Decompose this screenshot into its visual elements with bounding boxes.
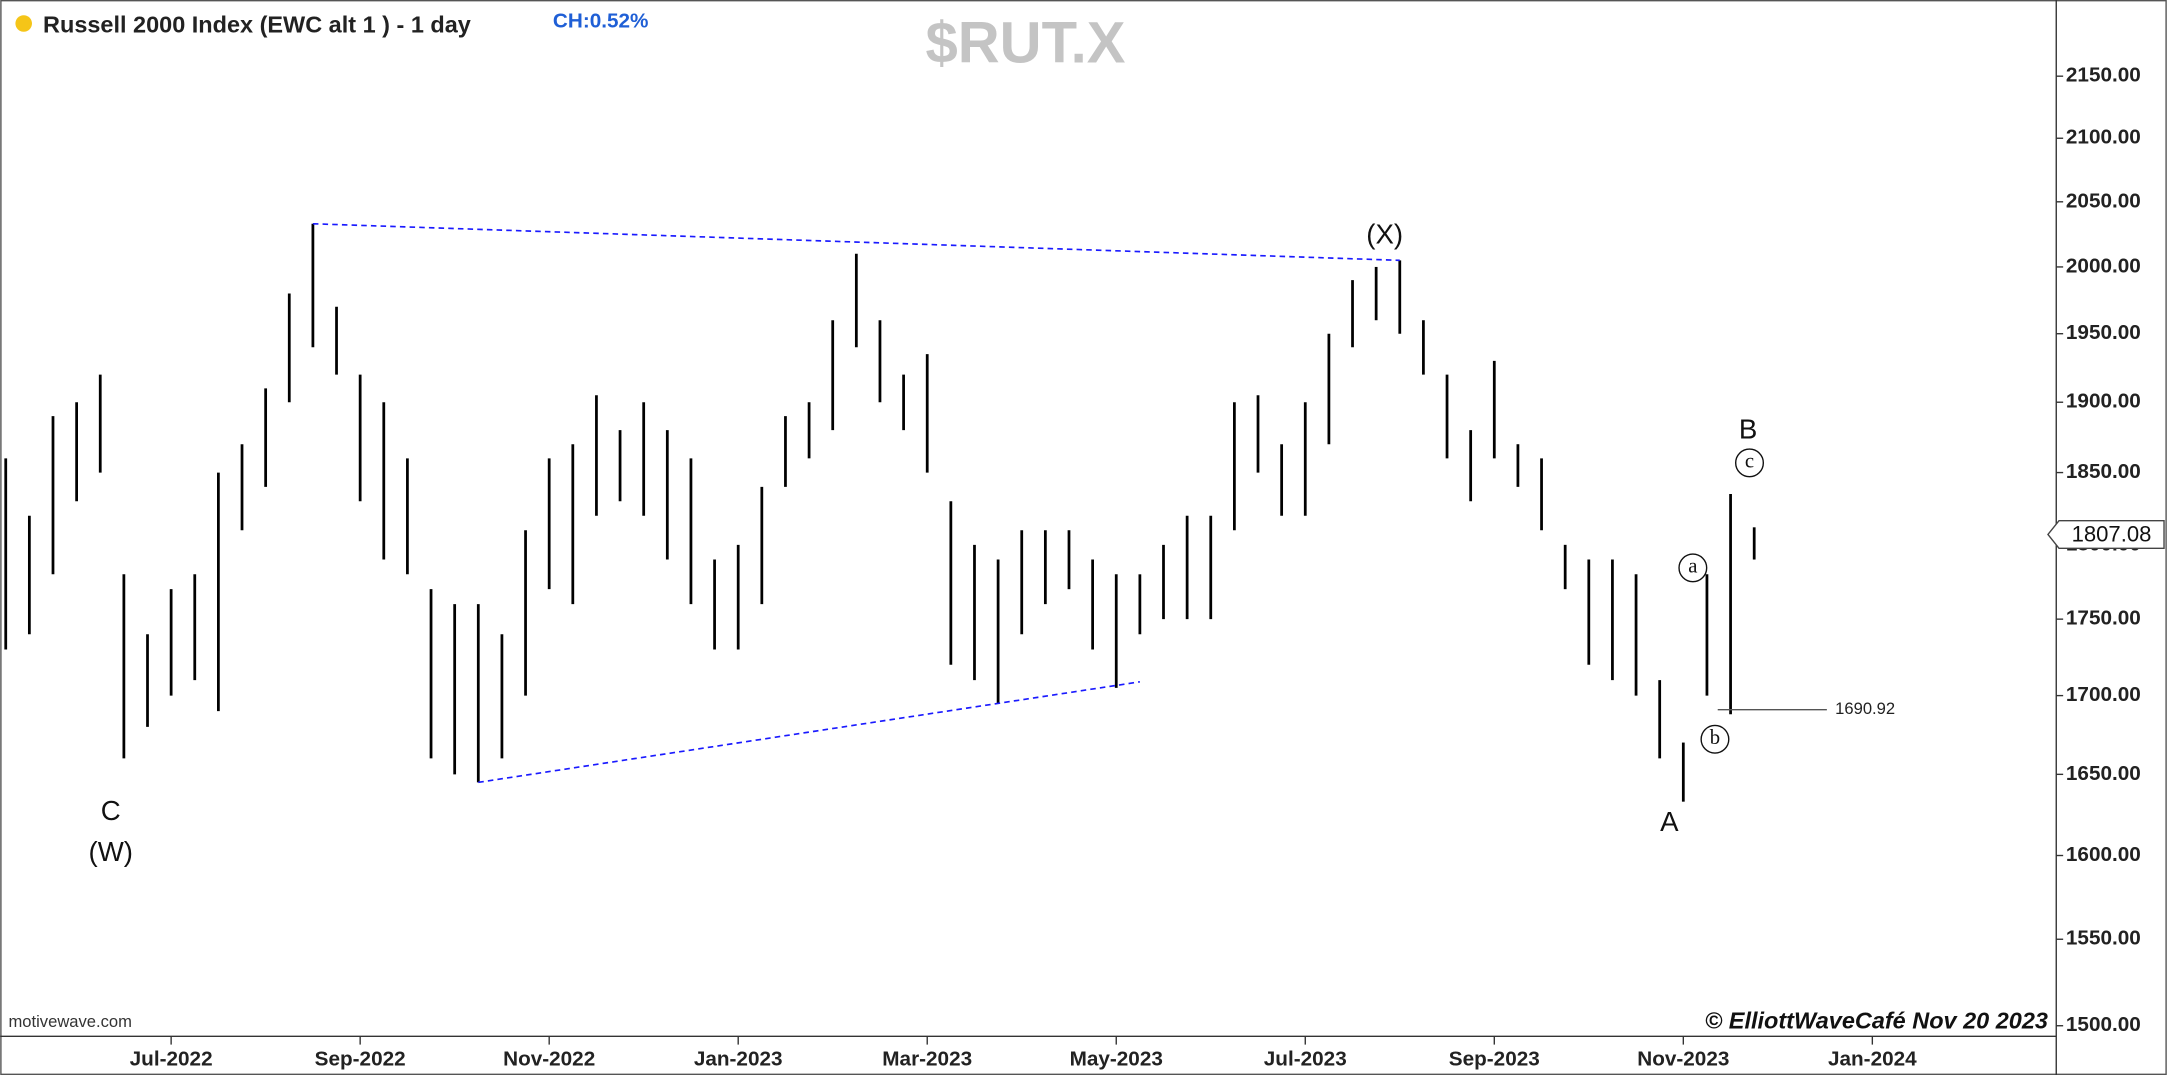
x-tick-label: May-2023 bbox=[1070, 1047, 1163, 1070]
y-tick-label: 1550.00 bbox=[2066, 927, 2141, 950]
wave-label: a bbox=[1688, 556, 1697, 578]
x-tick-label: Nov-2022 bbox=[503, 1047, 595, 1070]
y-tick-label: 2050.00 bbox=[2066, 189, 2141, 212]
x-tick-label: Mar-2023 bbox=[882, 1047, 972, 1070]
wave-label: B bbox=[1739, 413, 1757, 444]
y-tick-label: 1600.00 bbox=[2066, 843, 2141, 866]
wave-circle bbox=[1678, 553, 1708, 583]
last-price-box bbox=[2047, 519, 2165, 549]
trendline bbox=[478, 681, 1140, 784]
last-price-label: 1807.08 bbox=[2072, 522, 2152, 547]
y-tick-label: 2000.00 bbox=[2066, 254, 2141, 277]
x-tick-label: Sep-2023 bbox=[1449, 1047, 1540, 1070]
y-tick-label: 2150.00 bbox=[2066, 64, 2141, 87]
trendline bbox=[312, 222, 1400, 262]
status-dot bbox=[15, 15, 32, 32]
symbol: $RUT.X bbox=[926, 10, 1126, 75]
wave-circle bbox=[1700, 724, 1730, 754]
x-tick-label: Jul-2022 bbox=[130, 1047, 213, 1070]
chart-title: Russell 2000 Index (EWC alt 1 ) - 1 day bbox=[43, 11, 471, 37]
x-tick-label: Jul-2023 bbox=[1264, 1047, 1347, 1070]
wave-label: b bbox=[1710, 727, 1720, 749]
wave-label: (X) bbox=[1366, 219, 1403, 250]
wave-label: (W) bbox=[89, 836, 133, 867]
x-tick-label: Jan-2024 bbox=[1828, 1047, 1917, 1070]
wave-label: c bbox=[1745, 451, 1754, 473]
y-tick-label: 2100.00 bbox=[2066, 126, 2141, 149]
y-tick-label: 1650.00 bbox=[2066, 762, 2141, 785]
wave-label: A bbox=[1660, 806, 1679, 837]
x-tick-label: Nov-2023 bbox=[1637, 1047, 1729, 1070]
x-tick-label: Jan-2023 bbox=[694, 1047, 783, 1070]
source: motivewave.com bbox=[8, 1012, 131, 1031]
x-tick-label: Sep-2022 bbox=[315, 1047, 406, 1070]
price-marker-label: 1690.92 bbox=[1835, 699, 1895, 718]
wave-circle bbox=[1734, 448, 1765, 478]
copyright: © ElliottWaveCafé Nov 20 2023 bbox=[1705, 1008, 2048, 1034]
y-tick-label: 1500.00 bbox=[2066, 1013, 2141, 1036]
y-tick-label: 1750.00 bbox=[2066, 607, 2141, 630]
y-tick-label: 1900.00 bbox=[2066, 390, 2141, 413]
wave-label: C bbox=[101, 795, 121, 826]
y-tick-label: 1700.00 bbox=[2066, 683, 2141, 706]
y-tick-label: 1850.00 bbox=[2066, 460, 2141, 483]
change: CH:0.52% bbox=[553, 10, 649, 33]
y-tick-label: 1950.00 bbox=[2066, 321, 2141, 344]
